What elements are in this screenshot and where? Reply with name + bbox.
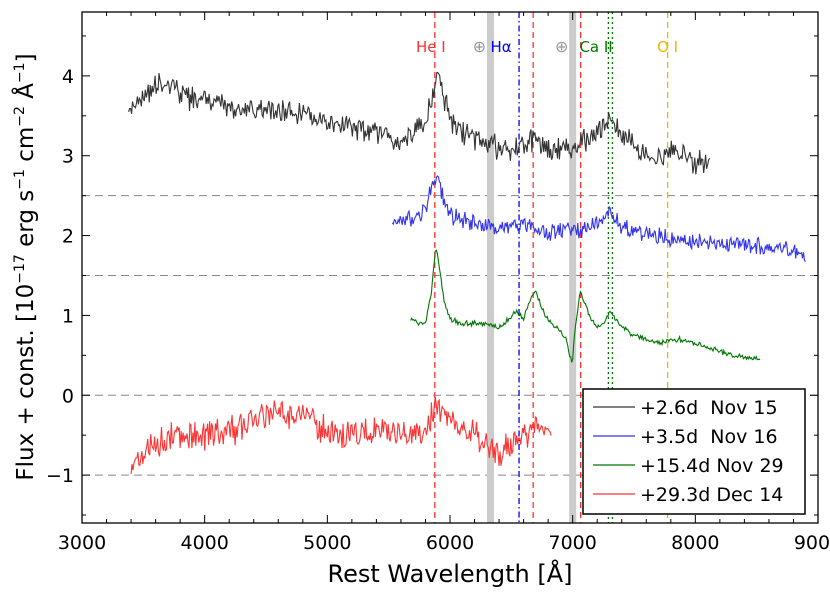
x-tick-label-1: 4000 [180, 532, 228, 554]
x-tick-label-4: 7000 [548, 532, 596, 554]
x-axis-label: Rest Wavelength [Å] [327, 559, 572, 588]
feature-label-1: Hα [490, 38, 511, 56]
feature-label-3: O I [657, 38, 678, 56]
feature-label-0: He I [416, 38, 446, 56]
x-tick-label-6: 9000 [794, 532, 830, 554]
spectrum-line-0 [128, 71, 711, 175]
x-tick-label-0: 3000 [58, 532, 106, 554]
y-tick-label-2: 1 [62, 305, 74, 327]
telluric-symbol-1: ⊕ [555, 37, 568, 56]
y-axis-label: Flux + const. [10−17 erg s−1 cm−2 Å−1] [11, 53, 39, 480]
spectrum-line-1 [391, 175, 806, 262]
axis-ticks: 3000 4000 5000 6000 7000 8000 9000 −1 0 1 2 3 4 [46, 12, 830, 554]
spectrum-line-3 [130, 396, 552, 474]
legend-label-0: +2.6d Nov 15 [640, 397, 778, 419]
y-tick-label-0: −1 [46, 465, 74, 487]
telluric-band-1 [569, 12, 577, 523]
x-tick-label-3: 6000 [426, 532, 474, 554]
y-tick-label-1: 0 [62, 385, 74, 407]
y-tick-label-4: 3 [62, 146, 74, 168]
legend-label-3: +29.3d Dec 14 [640, 484, 783, 506]
y-tick-label-3: 2 [62, 226, 74, 248]
spectra [128, 71, 806, 474]
x-tick-label-2: 5000 [303, 532, 351, 554]
y-tick-label-5: 4 [62, 66, 74, 88]
telluric-symbol-0: ⊕ [473, 37, 486, 56]
telluric-band-0 [486, 12, 494, 523]
x-tick-label-5: 8000 [671, 532, 719, 554]
feature-labels: He I Hα Ca II O I ⊕ ⊕ [416, 37, 678, 56]
feature-label-2: Ca II [579, 38, 612, 56]
legend-label-2: +15.4d Nov 29 [640, 455, 784, 477]
legend-label-1: +3.5d Nov 16 [640, 426, 778, 448]
legend-box [582, 388, 806, 515]
legend: +2.6d Nov 15 +3.5d Nov 16 +15.4d Nov 29 … [582, 388, 806, 515]
spectrum-line-2 [410, 249, 761, 363]
telluric-bands [486, 12, 577, 523]
